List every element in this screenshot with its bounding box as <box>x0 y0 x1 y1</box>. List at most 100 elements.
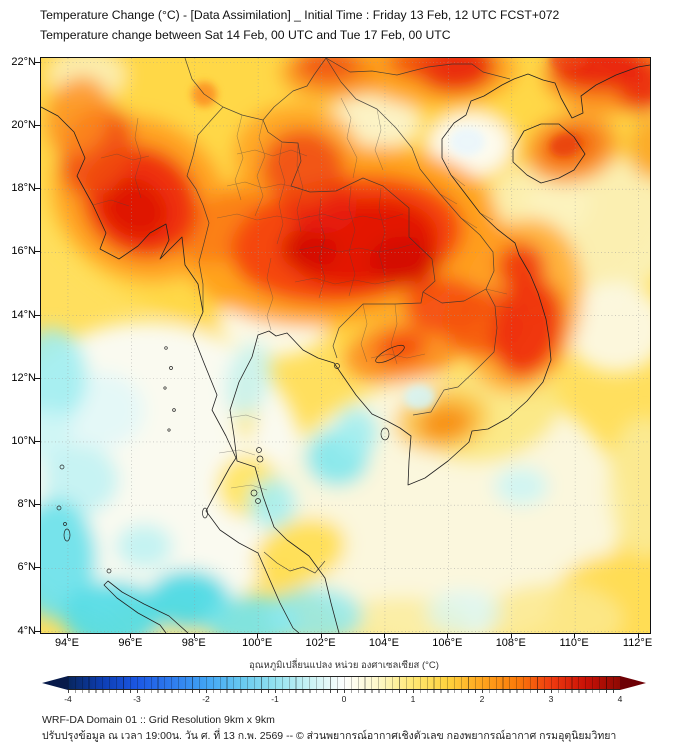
field-blob <box>115 524 173 569</box>
lon-tick-label: 94°E <box>54 637 79 649</box>
lon-tick-mark <box>637 633 639 638</box>
colorbar-gradient <box>68 676 620 690</box>
lon-tick-mark <box>447 633 449 638</box>
lon-tick-label: 96°E <box>118 637 143 649</box>
phu-quoc-island <box>380 427 390 441</box>
border-myanmar-china-mekong-thai-cambodia <box>184 58 436 359</box>
border-laos-china <box>262 58 327 121</box>
field-blob <box>550 133 582 157</box>
lon-tick-mark <box>130 633 132 638</box>
lon-tick-label: 106°E <box>432 637 463 649</box>
colorbar-tick-label: 3 <box>548 694 554 704</box>
field-blob <box>418 405 472 441</box>
lon-tick-mark <box>193 633 195 638</box>
phuket-island <box>202 507 208 519</box>
border-laos-vietnam-cambodia <box>325 58 498 416</box>
field-blob <box>369 236 439 288</box>
lon-tick-label: 112°E <box>622 637 653 649</box>
colorbar-tick-label: -2 <box>202 694 210 704</box>
lat-tick-label: 10°N <box>11 434 36 447</box>
lat-tick-label: 16°N <box>11 245 36 258</box>
colorbar-tick-label: 2 <box>479 694 485 704</box>
lon-tick-mark <box>574 633 576 638</box>
lakes-islands <box>56 344 405 574</box>
field-blob <box>606 416 650 556</box>
colorbar-right-arrow <box>620 676 646 690</box>
lat-tick-mark <box>35 504 40 506</box>
field-blob <box>491 278 564 378</box>
lon-tick-label: 108°E <box>495 637 526 649</box>
field-blob <box>426 590 503 633</box>
field-blob <box>296 58 360 84</box>
colorbar-tick-label: 1 <box>410 694 416 704</box>
page-subtitle: Temperature change between Sat 14 Feb, 0… <box>40 28 451 42</box>
colorbar-label: อุณหภูมิเปลี่ยนแปลง หน่วย องศาเซลเซียส (… <box>249 660 439 671</box>
colorbar-tickmarks <box>68 690 620 693</box>
field-blob <box>549 58 588 71</box>
border-myanmar-thailand <box>186 106 224 312</box>
lat-tick-mark <box>35 567 40 569</box>
model-info: WRF-DA Domain 01 :: Grid Resolution 9km … <box>42 714 275 726</box>
lat-tick-mark <box>35 440 40 442</box>
lat-tick-label: 12°N <box>11 371 36 384</box>
coastlines <box>41 64 650 633</box>
colorbar-bar <box>42 676 646 690</box>
field-blob <box>629 116 650 180</box>
lon-tick-mark <box>383 633 385 638</box>
lat-tick-label: 14°N <box>11 308 36 321</box>
field-blob <box>253 518 346 587</box>
tonle-sap-lake <box>375 344 405 364</box>
samui-island <box>256 455 264 463</box>
coast-myanmar-peninsula-west <box>41 106 300 633</box>
lat-tick-label: 22°N <box>11 55 36 68</box>
border-vietnam-china <box>325 58 511 80</box>
coast-sumatra <box>103 580 189 633</box>
lat-tick-label: 4°N <box>17 624 36 637</box>
country-borders <box>184 58 511 574</box>
colorbar: อุณหภูมิเปลี่ยนแปลง หน่วย องศาเซลเซียส (… <box>42 658 646 705</box>
lat-tick-mark <box>35 251 40 253</box>
update-credit-info: ปรับปรุงข้อมูล ณ เวลา 19:00น. วัน ศ. ที่… <box>42 730 617 742</box>
border-thailand-malaysia <box>263 551 326 574</box>
lat-tick-mark <box>35 630 40 632</box>
lat-tick-mark <box>35 124 40 126</box>
lon-tick-mark <box>257 633 259 638</box>
field-blob <box>225 341 273 416</box>
lat-tick-mark <box>35 188 40 190</box>
field-blob <box>334 407 379 458</box>
lat-tick-label: 18°N <box>11 182 36 195</box>
field-blob <box>388 58 439 79</box>
graticule <box>41 58 650 633</box>
colorbar-tick-label: -4 <box>64 694 72 704</box>
lat-tick-mark <box>35 314 40 316</box>
field-blob <box>375 330 426 364</box>
field-blob <box>280 227 338 272</box>
colorbar-tick-label: -3 <box>133 694 141 704</box>
field-blob <box>403 385 436 411</box>
lon-tick-mark <box>510 633 512 638</box>
lon-tick-label: 100°E <box>242 637 273 649</box>
field-blob <box>267 587 363 633</box>
field-blob <box>61 580 164 633</box>
lon-tick-label: 110°E <box>559 637 589 649</box>
colorbar-tick-label: -1 <box>271 694 279 704</box>
colorbar-tick-labels: -4 -3 -2 -1 0 1 2 3 4 <box>64 693 623 705</box>
lat-tick-label: 8°N <box>17 498 36 511</box>
colorbar-tick-label: 4 <box>617 694 623 704</box>
lon-tick-mark <box>66 633 68 638</box>
lon-tick-mark <box>320 633 322 638</box>
lat-tick-label: 20°N <box>11 118 36 131</box>
field-blob <box>497 242 546 294</box>
field-blob <box>101 177 168 239</box>
field-blob <box>565 283 650 373</box>
lat-tick-mark <box>35 61 40 63</box>
coast-gulf-vietnam-china <box>229 64 650 633</box>
footer-block: WRF-DA Domain 01 :: Grid Resolution 9km … <box>42 712 616 744</box>
lon-tick-label: 104°E <box>368 637 399 649</box>
title-block: Temperature Change (°C) - [Data Assimila… <box>40 5 559 45</box>
field-blob <box>248 478 297 529</box>
colorbar-tick-label: 0 <box>341 694 347 704</box>
colorbar-left-arrow <box>42 676 68 690</box>
coast-hainan-island <box>512 123 586 184</box>
field-blob <box>483 584 623 633</box>
